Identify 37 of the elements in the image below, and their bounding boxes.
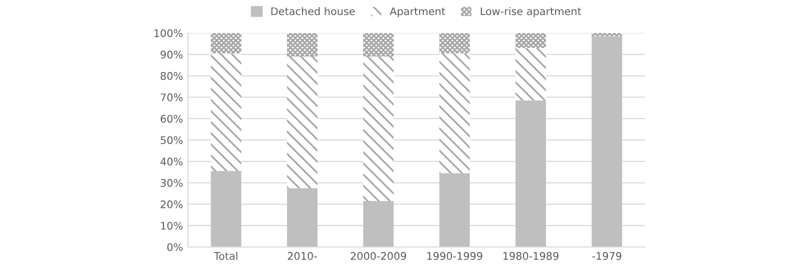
legend-label: Detached house xyxy=(271,7,355,16)
bar xyxy=(516,33,546,48)
y-tick-label: 20% xyxy=(160,200,183,208)
bar xyxy=(210,171,242,247)
bar xyxy=(210,33,242,54)
x-tick-label: 2010- xyxy=(288,252,317,260)
y-tick-label: 100% xyxy=(154,29,183,38)
legend-label: Apartment xyxy=(390,7,446,18)
bar xyxy=(287,33,318,57)
y-tick-label: 60% xyxy=(160,114,183,123)
y-tick-label: 30% xyxy=(160,179,183,187)
bar xyxy=(363,56,394,201)
bar xyxy=(287,56,318,188)
x-tick-label: 1990-1999 xyxy=(427,252,482,260)
x-tick-label: 2000-2009 xyxy=(350,252,406,260)
bar xyxy=(439,173,470,247)
y-tick-label: 80% xyxy=(160,72,183,80)
y-tick-label: 40% xyxy=(160,158,183,166)
bar xyxy=(439,33,470,54)
bar xyxy=(210,53,242,172)
bar xyxy=(363,200,394,247)
bar xyxy=(592,36,622,247)
bar xyxy=(516,100,546,247)
x-tick-label: 1980-1989 xyxy=(504,252,558,260)
bar xyxy=(439,53,470,174)
bar xyxy=(363,33,394,57)
y-tick-label: 10% xyxy=(161,222,183,230)
y-tick-label: 50% xyxy=(160,136,183,144)
y-tick-label: 0% xyxy=(167,243,183,252)
legend-label: Low-rise apartment xyxy=(480,7,582,18)
y-tick-label: 70% xyxy=(160,93,183,102)
bar xyxy=(287,188,318,247)
x-tick-label: Total xyxy=(214,252,238,260)
bar xyxy=(592,33,622,36)
y-tick-label: 90% xyxy=(160,50,183,59)
x-tick-label: -1979 xyxy=(592,252,622,260)
bar xyxy=(516,48,546,100)
